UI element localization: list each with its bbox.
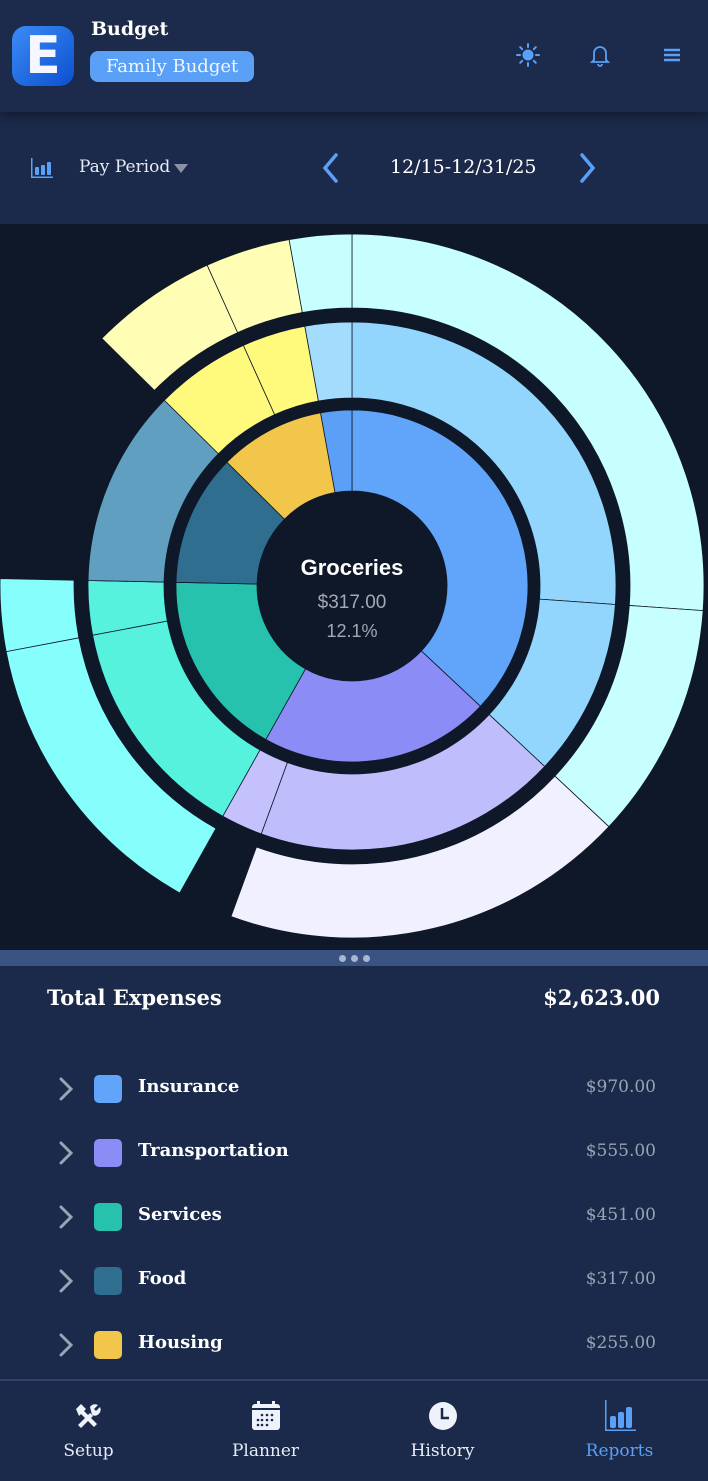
- chevron-right-icon[interactable]: [56, 1204, 76, 1230]
- tab-label: History: [410, 1441, 475, 1461]
- middle-ring-segment[interactable]: [351, 321, 617, 605]
- app-title: Budget: [91, 18, 169, 40]
- category-row[interactable]: Food $317.00: [0, 1256, 708, 1306]
- bar-chart-icon: [605, 1400, 636, 1431]
- outer-ring-segment[interactable]: [230, 775, 610, 939]
- budget-selector[interactable]: Family Budget: [90, 51, 255, 82]
- category-color-swatch: [94, 1203, 122, 1231]
- category-color-swatch: [94, 1075, 122, 1103]
- total-expenses-label: Total Expenses: [47, 985, 222, 1010]
- category-name: Food: [138, 1268, 187, 1289]
- category-amount: $255.00: [585, 1333, 656, 1353]
- tab-reports[interactable]: Reports: [531, 1381, 708, 1481]
- category-amount: $555.00: [585, 1141, 656, 1161]
- inner-ring-segment[interactable]: [351, 409, 529, 707]
- category-row[interactable]: Insurance $970.00: [0, 1064, 708, 1114]
- bar-chart-icon[interactable]: [30, 156, 54, 180]
- category-name: Services: [138, 1204, 222, 1225]
- inner-ring-segment[interactable]: [265, 650, 482, 763]
- date-range: 12/15-12/31/25: [390, 156, 537, 178]
- inner-ring-segment[interactable]: [320, 409, 353, 493]
- category-row[interactable]: Housing $255.00: [0, 1320, 708, 1370]
- category-name: Housing: [138, 1332, 223, 1353]
- category-amount: $451.00: [585, 1205, 656, 1225]
- previous-period-button[interactable]: [316, 150, 346, 186]
- chevron-right-icon[interactable]: [56, 1140, 76, 1166]
- tab-label: Setup: [63, 1441, 114, 1461]
- middle-ring-segment[interactable]: [304, 321, 353, 402]
- resize-handle[interactable]: [0, 950, 708, 966]
- app-logo: E: [12, 26, 74, 86]
- category-row[interactable]: Services $451.00: [0, 1192, 708, 1242]
- sun-icon[interactable]: [515, 42, 541, 68]
- inner-ring-segment[interactable]: [175, 581, 307, 741]
- tab-history[interactable]: History: [354, 1381, 531, 1481]
- app-header: E Budget Family Budget: [0, 0, 708, 112]
- category-name: Transportation: [138, 1140, 289, 1161]
- period-toolbar: [0, 112, 708, 224]
- chevron-right-icon[interactable]: [56, 1268, 76, 1294]
- outer-ring-segment[interactable]: [288, 233, 353, 313]
- menu-icon[interactable]: [659, 42, 685, 68]
- category-color-swatch: [94, 1331, 122, 1359]
- sunburst-chart[interactable]: Groceries $317.00 12.1%: [0, 224, 708, 950]
- category-color-swatch: [94, 1139, 122, 1167]
- center-amount: $317.00: [318, 592, 387, 613]
- tools-icon: [76, 1404, 101, 1428]
- chevron-down-icon[interactable]: [174, 164, 188, 173]
- period-dropdown[interactable]: Pay Period: [79, 157, 171, 177]
- outer-ring-segment[interactable]: [0, 578, 80, 653]
- center-label: Groceries: [301, 555, 404, 580]
- category-amount: $317.00: [585, 1269, 656, 1289]
- category-row[interactable]: Transportation $555.00: [0, 1128, 708, 1178]
- next-period-button[interactable]: [572, 150, 602, 186]
- chevron-right-icon[interactable]: [56, 1076, 76, 1102]
- tab-setup[interactable]: Setup: [0, 1381, 177, 1481]
- clock-icon: [429, 1402, 457, 1430]
- tab-label: Planner: [231, 1441, 300, 1461]
- tab-label: Reports: [585, 1441, 654, 1461]
- center-percent: 12.1%: [326, 621, 377, 641]
- outer-ring-segment[interactable]: [351, 233, 705, 612]
- total-expenses-value: $2,623.00: [543, 985, 660, 1010]
- bottom-navigation: Setup Planner History Reports: [0, 1379, 708, 1480]
- tab-planner[interactable]: Planner: [177, 1381, 354, 1481]
- category-name: Insurance: [138, 1076, 240, 1097]
- calendar-icon: [252, 1401, 280, 1430]
- bell-icon[interactable]: [587, 42, 613, 68]
- category-amount: $970.00: [585, 1077, 656, 1097]
- category-color-swatch: [94, 1267, 122, 1295]
- chevron-right-icon[interactable]: [56, 1332, 76, 1358]
